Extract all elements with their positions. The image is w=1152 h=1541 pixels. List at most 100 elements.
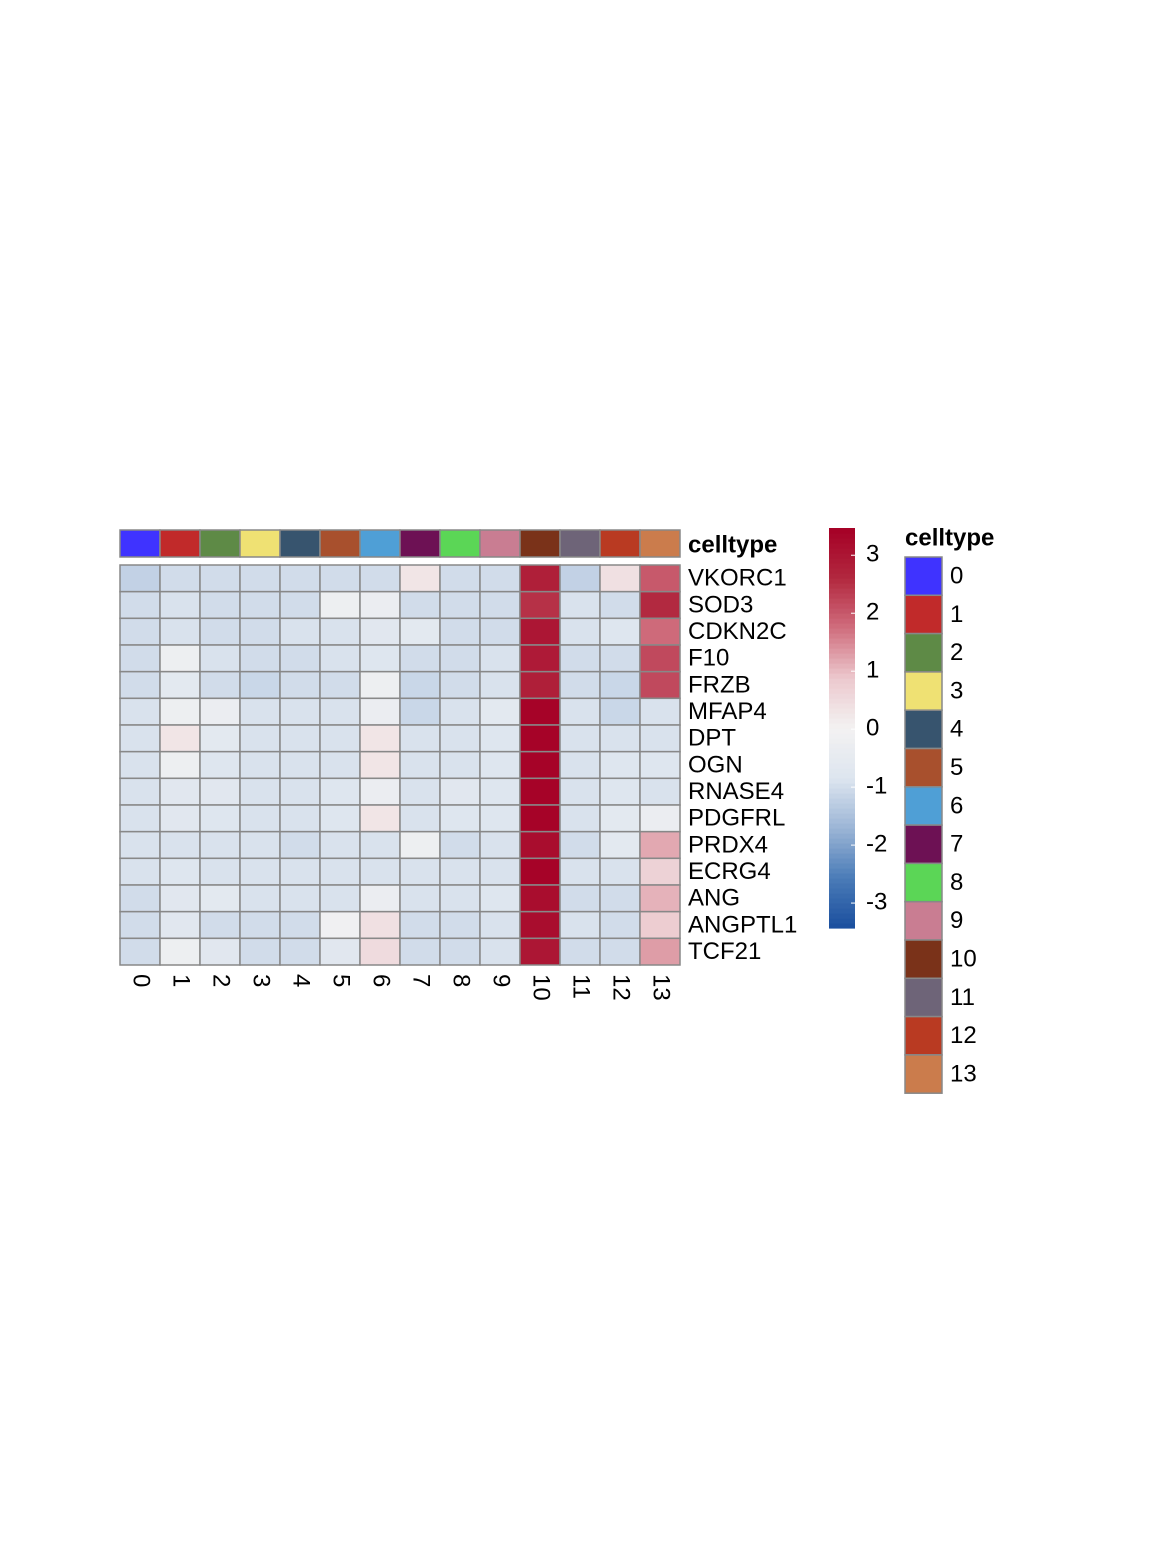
heat-cell — [159, 590, 201, 620]
heat-cell — [119, 910, 161, 940]
heat-cell — [599, 777, 641, 806]
heat-cell — [639, 724, 681, 753]
heat-cell — [559, 830, 601, 860]
heat-cell — [119, 590, 161, 620]
heat-cell — [519, 830, 561, 860]
heat-cell — [479, 750, 521, 780]
heat-cell — [359, 777, 401, 806]
heat-cell — [119, 644, 161, 673]
heat-cell — [599, 937, 641, 966]
heat-cell — [159, 617, 201, 646]
colorbar-step — [829, 663, 855, 669]
legend-label: 1 — [950, 601, 963, 628]
heat-cell — [439, 670, 481, 700]
heat-cell — [479, 857, 521, 886]
column-label: 12 — [608, 974, 635, 1001]
heat-cell — [639, 564, 681, 593]
colorbar-step — [829, 553, 855, 559]
heat-cell — [279, 697, 321, 726]
column-label: 6 — [368, 974, 395, 987]
heat-cell — [239, 564, 281, 593]
colorbar-step — [829, 728, 855, 734]
legend-swatch — [904, 977, 943, 1018]
row-label: OGN — [688, 751, 743, 778]
heat-cell — [439, 884, 481, 913]
heat-cell — [599, 884, 641, 913]
heat-cell — [559, 564, 601, 593]
heat-cell — [599, 724, 641, 753]
heat-cell — [319, 644, 361, 673]
heat-cell — [479, 884, 521, 913]
colorbar-step — [829, 668, 855, 674]
colorbar-step — [829, 803, 855, 809]
colorbar-step — [829, 893, 855, 899]
annotation-cell — [359, 529, 401, 558]
heat-cell — [119, 697, 161, 726]
legend-swatch — [904, 594, 943, 635]
row-label: VKORC1 — [688, 565, 787, 592]
heat-cell — [399, 724, 441, 753]
heat-cell — [639, 937, 681, 966]
heat-cell — [319, 910, 361, 940]
heat-cell — [199, 804, 241, 833]
heat-cell — [319, 777, 361, 806]
heat-cell — [359, 724, 401, 753]
heat-cell — [199, 564, 241, 593]
heat-cell — [639, 617, 681, 646]
heat-cell — [439, 590, 481, 620]
column-label: 1 — [168, 974, 195, 987]
colorbar-step — [829, 658, 855, 664]
row-label: ANG — [688, 885, 740, 912]
heat-cell — [479, 830, 521, 860]
colorbar-step — [829, 848, 855, 854]
colorbar-step — [829, 623, 855, 629]
heat-cell — [279, 617, 321, 646]
heat-cell — [279, 644, 321, 673]
colorbar-tick-label: -2 — [866, 830, 887, 857]
colorbar-step — [829, 838, 855, 844]
heat-cell — [359, 910, 401, 940]
heat-cell — [279, 750, 321, 780]
heat-cell — [479, 724, 521, 753]
heat-cell — [439, 857, 481, 886]
colorbar-step — [829, 538, 855, 544]
colorbar-step — [829, 908, 855, 914]
row-label: SOD3 — [688, 591, 753, 618]
legend-swatch — [904, 900, 943, 941]
heat-cell — [439, 937, 481, 966]
colorbar-step — [829, 903, 855, 909]
heat-cell — [519, 857, 561, 886]
row-label: MFAP4 — [688, 698, 767, 725]
legend-label: 13 — [950, 1060, 977, 1087]
legend-title: celltype — [905, 524, 994, 551]
heat-cell — [159, 564, 201, 593]
colorbar-step — [829, 638, 855, 644]
heat-cell — [359, 830, 401, 860]
colorbar-step — [829, 853, 855, 859]
heat-cell — [359, 564, 401, 593]
heat-cell — [639, 777, 681, 806]
colorbar-step — [829, 763, 855, 769]
heat-cell — [399, 670, 441, 700]
column-label: 10 — [528, 974, 555, 1001]
heat-cell — [479, 697, 521, 726]
colorbar-step — [829, 783, 855, 789]
heat-cell — [519, 617, 561, 646]
colorbar-step — [829, 693, 855, 699]
row-label: PRDX4 — [688, 831, 768, 858]
heat-cell — [239, 670, 281, 700]
heat-cell — [599, 670, 641, 700]
colorbar-step — [829, 718, 855, 724]
heat-cell — [359, 937, 401, 966]
heat-cell — [439, 777, 481, 806]
row-label: CDKN2C — [688, 618, 787, 645]
annotation-cell — [239, 529, 281, 558]
legend-swatch — [904, 671, 943, 711]
legend-label: 10 — [950, 945, 977, 972]
heat-cell — [559, 804, 601, 833]
heat-cell — [639, 750, 681, 780]
heat-cell — [239, 937, 281, 966]
heat-cell — [479, 777, 521, 806]
colorbar-step — [829, 548, 855, 554]
